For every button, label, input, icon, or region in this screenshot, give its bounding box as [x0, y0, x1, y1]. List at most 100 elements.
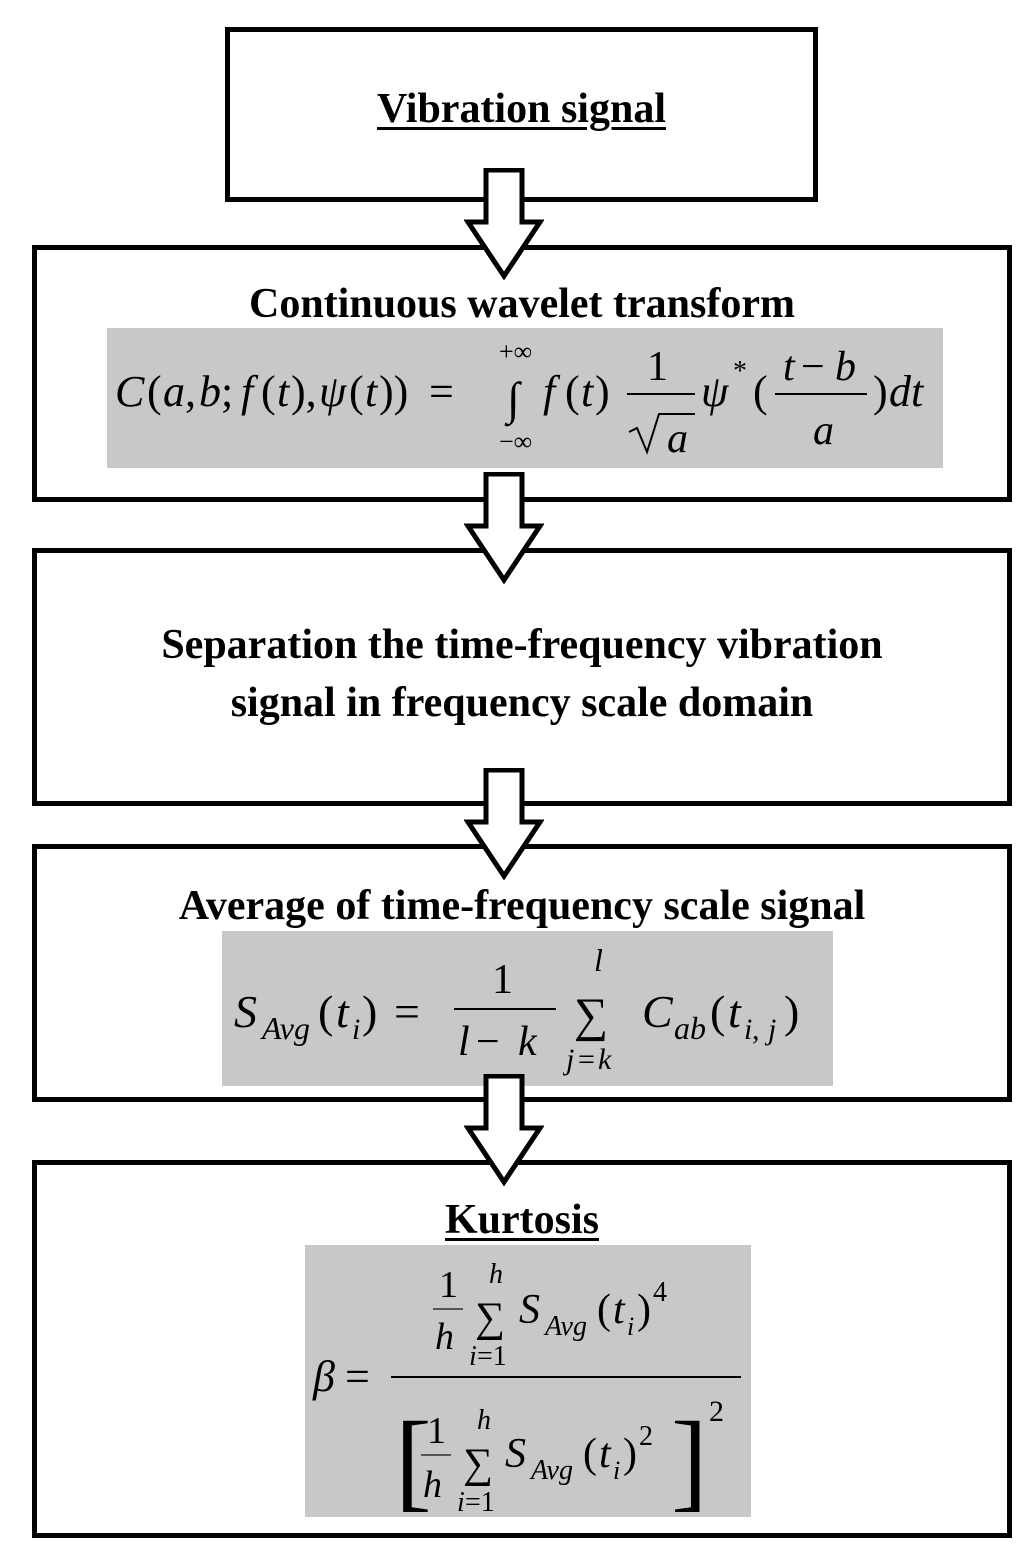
svg-text:(: ( [565, 367, 580, 416]
svg-text:b: b [835, 344, 856, 390]
svg-text:=: = [345, 1352, 370, 1401]
svg-text:,: , [185, 367, 196, 416]
svg-text:i: i [352, 1013, 360, 1046]
svg-text:∑: ∑ [475, 1295, 505, 1341]
svg-text:Avg: Avg [529, 1455, 573, 1486]
step-kurtosis: Kurtosis 1 h h ∑ i =1 S Avg ( t i ) 4 β … [32, 1160, 1012, 1538]
svg-text:(: ( [753, 367, 768, 416]
svg-text:1: 1 [427, 1410, 446, 1452]
svg-text:=: = [578, 1043, 595, 1076]
svg-text:t: t [365, 367, 379, 416]
svg-text:=: = [429, 367, 454, 416]
svg-text:4: 4 [653, 1277, 667, 1308]
svg-text:f: f [543, 367, 561, 416]
svg-text:C: C [642, 986, 674, 1037]
svg-text:=: = [394, 986, 420, 1037]
down-arrow-icon [464, 1074, 544, 1186]
svg-text:(: ( [349, 367, 364, 416]
svg-text:(: ( [583, 1431, 597, 1477]
svg-text:t: t [336, 986, 350, 1037]
step-title: Kurtosis [444, 1197, 599, 1243]
svg-text:S: S [234, 986, 257, 1037]
svg-text:t: t [599, 1431, 612, 1477]
svg-text:S: S [505, 1431, 526, 1477]
svg-text:dt: dt [889, 367, 925, 416]
step-average: Average of time-frequency scale signal S… [32, 844, 1012, 1102]
average-formula: S Avg ( t i ) = 1 l − k l ∑ j = k C ab (… [222, 931, 833, 1086]
svg-text:ψ: ψ [701, 367, 729, 416]
svg-text:): ) [784, 986, 799, 1037]
svg-text:∑: ∑ [574, 989, 608, 1042]
svg-text:t: t [277, 367, 291, 416]
svg-text:i: i [469, 1341, 477, 1372]
step-continuous-wavelet-transform: Continuous wavelet transform C ( a , b ;… [32, 245, 1012, 502]
svg-text:*: * [733, 356, 747, 387]
step-title-line2: signal in frequency scale domain [230, 680, 814, 726]
svg-text:h: h [423, 1464, 442, 1506]
svg-text:+∞: +∞ [499, 337, 532, 366]
svg-text:Avg: Avg [260, 1010, 310, 1046]
step-title-line1: Separation the time-frequency vibration [161, 622, 883, 668]
svg-text:−∞: −∞ [499, 427, 532, 456]
svg-text:1: 1 [439, 1264, 458, 1306]
svg-text:)): )) [379, 367, 408, 416]
step-title: Average of time-frequency scale signal [178, 883, 866, 929]
svg-text:h: h [435, 1316, 454, 1358]
svg-text:t: t [783, 344, 796, 390]
svg-text:f: f [241, 367, 259, 416]
svg-text:): ) [362, 986, 377, 1037]
svg-text:=1: =1 [465, 1487, 495, 1517]
svg-text:l: l [458, 1019, 470, 1065]
kurtosis-formula: 1 h h ∑ i =1 S Avg ( t i ) 4 β = [ 1 h h… [305, 1245, 751, 1517]
svg-text:a: a [163, 367, 185, 416]
svg-text:β: β [312, 1352, 335, 1401]
svg-text:(: ( [147, 367, 162, 416]
svg-text:): ) [623, 1431, 637, 1477]
svg-text:): ) [873, 367, 888, 416]
svg-text:i: i [627, 1312, 634, 1341]
svg-text:2: 2 [639, 1421, 653, 1452]
step-title: Vibration signal [377, 86, 666, 132]
svg-text:ψ: ψ [319, 367, 347, 416]
svg-text:1: 1 [647, 344, 668, 390]
svg-text:i: i [744, 1013, 752, 1046]
svg-text:h: h [489, 1259, 503, 1290]
svg-text:t: t [613, 1287, 626, 1333]
svg-text:,: , [752, 1013, 760, 1046]
svg-text:),: ), [291, 367, 317, 416]
svg-text:k: k [518, 1019, 538, 1065]
svg-text:j: j [764, 1013, 776, 1046]
svg-text:(: ( [597, 1287, 611, 1333]
svg-text:(: ( [710, 986, 725, 1037]
down-arrow-icon [464, 768, 544, 880]
svg-text:a: a [667, 416, 688, 462]
svg-text:1: 1 [492, 957, 513, 1003]
cwt-formula: C ( a , b ; f ( t ), ψ ( t )) = +∞ ∫ −∞ … [107, 328, 943, 468]
svg-text:C: C [115, 367, 145, 416]
svg-text:∑: ∑ [463, 1441, 493, 1487]
svg-text:−: − [801, 344, 825, 390]
down-arrow-icon [464, 472, 544, 584]
svg-text:[: [ [395, 1399, 432, 1517]
svg-text:t: t [728, 986, 742, 1037]
svg-text:a: a [813, 408, 834, 454]
down-arrow-icon [464, 168, 544, 280]
step-title: Continuous wavelet transform [249, 281, 795, 327]
svg-text:∫: ∫ [504, 373, 522, 427]
svg-text:l: l [594, 942, 603, 978]
svg-text:;: ; [221, 367, 233, 416]
svg-text:ab: ab [674, 1010, 706, 1046]
svg-text:2: 2 [709, 1395, 724, 1428]
svg-text:t: t [581, 367, 595, 416]
svg-text:−: − [476, 1019, 500, 1065]
svg-text:(: ( [261, 367, 276, 416]
svg-text:(: ( [318, 986, 333, 1037]
svg-text:k: k [598, 1043, 612, 1076]
svg-text:Avg: Avg [543, 1311, 587, 1342]
svg-text:): ) [595, 367, 610, 416]
svg-text:=1: =1 [477, 1341, 507, 1372]
svg-text:i: i [457, 1487, 465, 1517]
svg-text:i: i [613, 1456, 620, 1485]
svg-text:b: b [199, 367, 221, 416]
svg-text:j: j [562, 1043, 574, 1076]
